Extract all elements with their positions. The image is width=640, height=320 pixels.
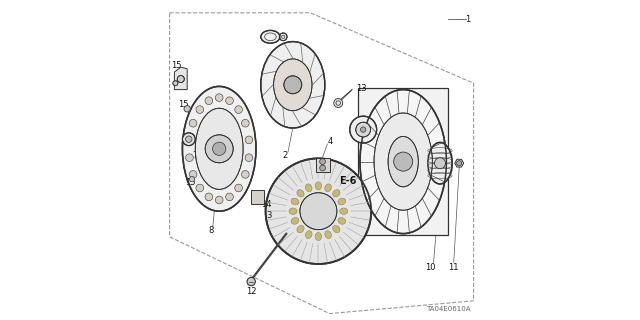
Ellipse shape (274, 59, 312, 111)
Circle shape (205, 193, 212, 201)
Ellipse shape (305, 231, 312, 238)
Text: 12: 12 (246, 287, 257, 296)
Circle shape (320, 159, 326, 164)
Bar (251, 190, 264, 204)
Circle shape (226, 97, 234, 105)
Circle shape (226, 193, 234, 201)
FancyBboxPatch shape (358, 88, 448, 235)
Ellipse shape (338, 198, 346, 205)
Text: 14: 14 (261, 200, 271, 209)
Text: 15: 15 (186, 178, 196, 187)
Polygon shape (189, 177, 195, 182)
Ellipse shape (305, 184, 312, 192)
Circle shape (334, 99, 343, 108)
Ellipse shape (297, 190, 304, 197)
Circle shape (186, 136, 193, 144)
Circle shape (320, 165, 326, 171)
Circle shape (186, 136, 192, 142)
Circle shape (241, 171, 249, 178)
Polygon shape (173, 81, 178, 86)
Ellipse shape (291, 198, 299, 205)
Ellipse shape (291, 218, 299, 224)
Polygon shape (174, 67, 187, 90)
Text: TA04E0610A: TA04E0610A (426, 306, 470, 312)
Ellipse shape (374, 113, 433, 210)
Text: E-6: E-6 (339, 176, 357, 186)
Text: 1: 1 (465, 15, 471, 24)
Ellipse shape (360, 90, 447, 234)
Ellipse shape (388, 136, 419, 187)
Circle shape (196, 184, 204, 192)
Circle shape (215, 94, 223, 101)
Circle shape (189, 171, 197, 178)
Text: 2: 2 (283, 151, 288, 160)
Circle shape (435, 158, 445, 169)
Ellipse shape (340, 208, 348, 214)
Ellipse shape (195, 108, 243, 189)
Ellipse shape (428, 142, 452, 184)
Circle shape (173, 81, 178, 86)
Circle shape (356, 122, 371, 137)
Text: 7: 7 (193, 151, 198, 160)
Circle shape (300, 193, 337, 230)
Ellipse shape (333, 190, 340, 197)
Circle shape (457, 161, 462, 166)
Ellipse shape (289, 208, 297, 214)
Circle shape (182, 133, 195, 146)
Circle shape (196, 106, 204, 114)
Text: 15: 15 (172, 61, 182, 70)
Text: 15: 15 (178, 100, 188, 108)
Ellipse shape (182, 86, 256, 211)
Circle shape (245, 154, 253, 162)
Polygon shape (455, 159, 463, 167)
Circle shape (205, 135, 233, 163)
Ellipse shape (338, 218, 346, 224)
Circle shape (394, 152, 413, 171)
Circle shape (245, 136, 253, 144)
Text: 6: 6 (372, 123, 378, 132)
Text: 11: 11 (449, 263, 459, 272)
Text: 10: 10 (425, 263, 436, 272)
Ellipse shape (333, 226, 340, 233)
Circle shape (212, 142, 226, 156)
Circle shape (241, 119, 249, 127)
Circle shape (186, 154, 193, 162)
Circle shape (349, 116, 376, 143)
Text: 8: 8 (209, 226, 214, 235)
Ellipse shape (297, 226, 304, 233)
Ellipse shape (324, 184, 332, 192)
Ellipse shape (261, 42, 324, 128)
Circle shape (184, 106, 191, 112)
Bar (316, 158, 330, 172)
Ellipse shape (324, 231, 332, 238)
Circle shape (189, 119, 197, 127)
Ellipse shape (261, 30, 280, 43)
Circle shape (360, 127, 366, 132)
Circle shape (215, 196, 223, 204)
Circle shape (284, 76, 302, 94)
Ellipse shape (315, 233, 321, 241)
Text: 13: 13 (356, 84, 367, 93)
Circle shape (266, 158, 371, 264)
Circle shape (205, 97, 212, 105)
Circle shape (247, 277, 255, 286)
Circle shape (177, 76, 184, 83)
Text: 4: 4 (328, 137, 333, 146)
Text: 3: 3 (267, 212, 272, 220)
Circle shape (280, 33, 287, 41)
Circle shape (235, 106, 243, 114)
Circle shape (235, 184, 243, 192)
Ellipse shape (315, 182, 321, 190)
